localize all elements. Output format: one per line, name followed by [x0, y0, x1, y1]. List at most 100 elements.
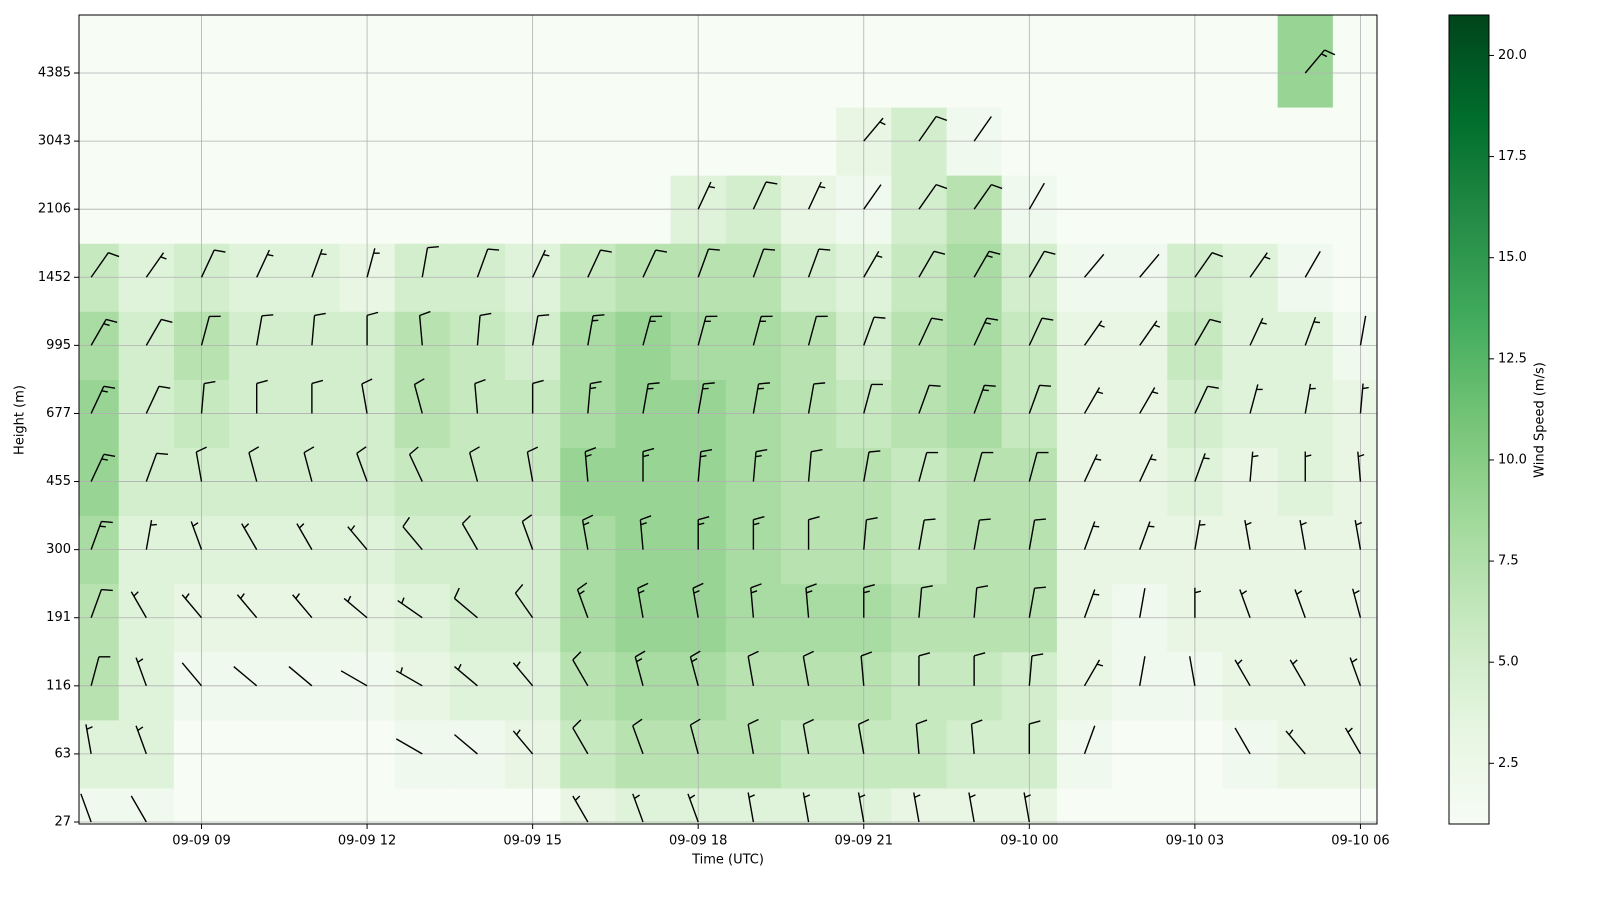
heatmap-cell	[946, 15, 1003, 108]
colorbar-tick-label: 5.0	[1498, 655, 1519, 670]
wind-barb	[181, 662, 203, 687]
heatmap-cell	[1277, 787, 1334, 824]
wind-barb	[311, 379, 324, 414]
wind-barb	[642, 249, 668, 278]
heatmap-cell	[1332, 787, 1377, 824]
x-tick-label: 09-10 06	[1331, 834, 1389, 849]
wind-barb	[1344, 727, 1362, 755]
colorbar-tick-label: 10.0	[1498, 452, 1527, 467]
heatmap-cell	[1056, 15, 1113, 108]
colorbar	[1448, 14, 1490, 825]
wind-barb	[697, 448, 713, 482]
y-tick-label: 116	[46, 678, 71, 693]
wind-barb	[1083, 387, 1104, 414]
wind-barb	[418, 310, 431, 346]
wind-barb	[90, 588, 113, 618]
wind-barb	[1194, 385, 1219, 414]
x-tick-label: 09-09 12	[338, 834, 396, 849]
colorbar-tick-label: 12.5	[1498, 351, 1527, 366]
wind-barb	[642, 315, 663, 346]
y-tick-label: 4385	[38, 66, 71, 81]
wind-barb	[642, 382, 660, 414]
wind-barb	[1188, 656, 1196, 686]
wind-barb	[1194, 252, 1224, 278]
plot-frame	[78, 14, 1378, 825]
wind-barb	[512, 729, 534, 755]
wind-barb	[526, 446, 539, 482]
wind-barb	[1289, 659, 1306, 687]
wind-barb	[474, 378, 486, 414]
heatmap-cell	[1056, 787, 1113, 824]
wind-barb	[747, 792, 755, 823]
wind-barb	[402, 516, 423, 551]
wind-barb	[807, 181, 826, 210]
wind-barb	[395, 667, 423, 687]
wind-barb	[453, 587, 478, 619]
heatmap-cell	[449, 787, 506, 824]
wind-barb	[190, 521, 203, 550]
wind-barbs	[80, 49, 1369, 823]
wind-barb	[1028, 182, 1045, 210]
wind-barb	[395, 738, 423, 755]
heatmap-cell	[394, 787, 451, 824]
heatmap-cell	[780, 787, 837, 824]
heatmap-cell	[1112, 15, 1168, 108]
wind-barb	[1352, 588, 1362, 618]
wind-barb	[752, 248, 776, 278]
wind-barb	[918, 115, 948, 142]
heatmap-cell	[118, 787, 175, 824]
y-tick-label: 63	[54, 746, 71, 761]
wind-barb	[366, 248, 380, 278]
wind-barb	[90, 656, 111, 687]
wind-barb	[973, 250, 1001, 278]
colorbar-tick-label: 15.0	[1498, 250, 1527, 265]
wind-barb	[697, 515, 710, 550]
wind-barb	[1083, 725, 1096, 755]
wind-barb	[200, 380, 216, 414]
wind-barb	[576, 582, 589, 618]
wind-barb	[802, 718, 814, 755]
wind-barb	[241, 523, 258, 550]
wind-barb	[802, 650, 814, 686]
wind-barb	[918, 585, 933, 618]
y-tick-label: 300	[46, 542, 71, 557]
wind-barb	[292, 593, 313, 619]
heatmap-cell	[449, 15, 506, 108]
wind-barb	[973, 183, 1003, 210]
wind-barb	[572, 719, 589, 755]
wind-barb	[90, 453, 116, 482]
wind-barb	[200, 315, 221, 346]
wind-barb	[476, 312, 492, 346]
wind-barb	[90, 520, 113, 550]
wind-barb	[311, 312, 326, 346]
heatmap-cell	[891, 15, 948, 108]
wind-barb	[863, 184, 882, 210]
wind-barb	[130, 795, 147, 823]
wind-barb	[807, 315, 828, 346]
heatmap-cell	[1222, 787, 1279, 824]
wind-barb	[807, 382, 826, 414]
wind-barb	[1083, 253, 1105, 278]
wind-barb	[752, 515, 765, 550]
heatmap-cell	[1222, 15, 1279, 108]
heatmap-cell	[946, 787, 1003, 824]
wind-barb	[581, 514, 594, 550]
wind-barb	[918, 518, 936, 550]
wind-barb	[288, 665, 313, 687]
wind-barb	[476, 248, 500, 278]
wind-barb	[145, 385, 171, 414]
wind-barb	[1349, 657, 1362, 687]
wind-barb	[863, 250, 883, 278]
wind-barb	[863, 383, 883, 414]
colorbar-tick-label: 7.5	[1498, 554, 1519, 569]
wind-barb	[572, 795, 589, 823]
wind-barb	[1023, 792, 1031, 823]
wind-barb	[857, 718, 870, 755]
wind-barb	[512, 661, 534, 687]
wind-barb	[366, 311, 379, 346]
wind-barb	[256, 314, 274, 346]
heatmap-cell	[891, 787, 948, 824]
wind-barb	[531, 379, 544, 414]
wind-barb	[531, 314, 550, 346]
heatmap-cell	[725, 15, 782, 108]
